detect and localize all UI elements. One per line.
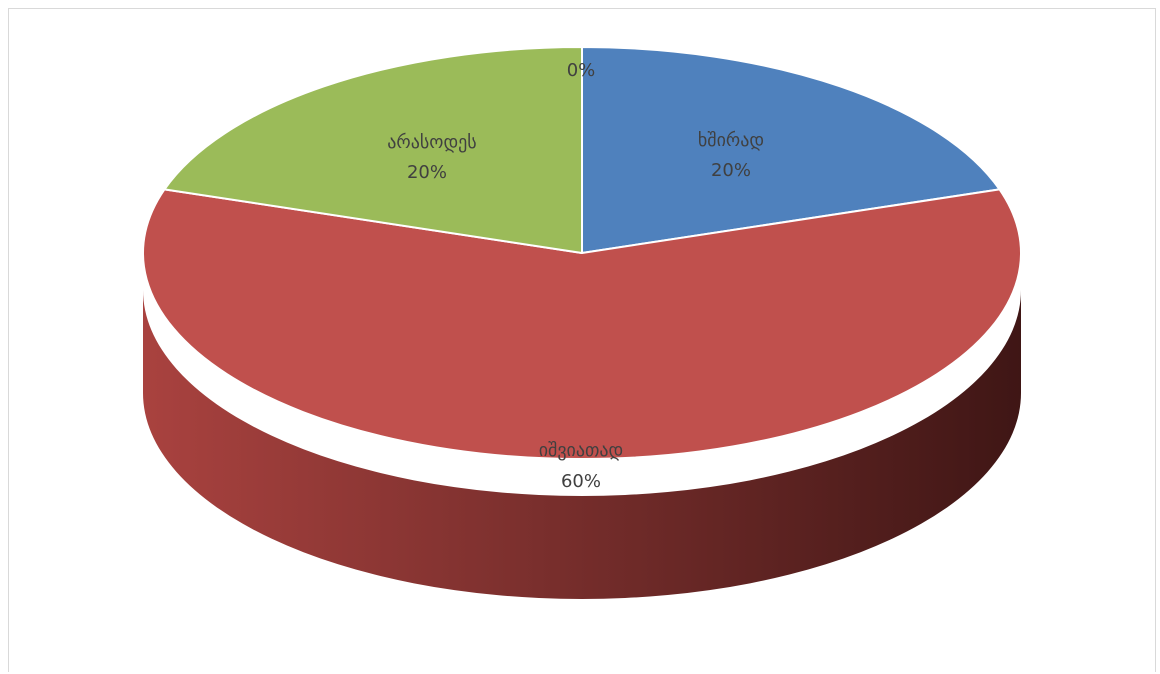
label-ishviatad-value: 60%: [561, 471, 601, 492]
label-khshirad-name: ხშირად: [698, 130, 764, 151]
slice-ishviatad: [142, 188, 1022, 460]
label-arasodes-name: არასოდეს: [387, 132, 476, 153]
slice-khshirad: [581, 46, 1001, 254]
label-arasodes-value: 20%: [407, 162, 447, 183]
slice-arasodes: [163, 46, 583, 254]
label-khshirad-value: 20%: [711, 160, 751, 181]
label-zero-value: 0%: [567, 60, 596, 81]
pie-side-wall: [143, 290, 1021, 599]
label-ishviatad-name: იშვიათად: [539, 440, 624, 461]
